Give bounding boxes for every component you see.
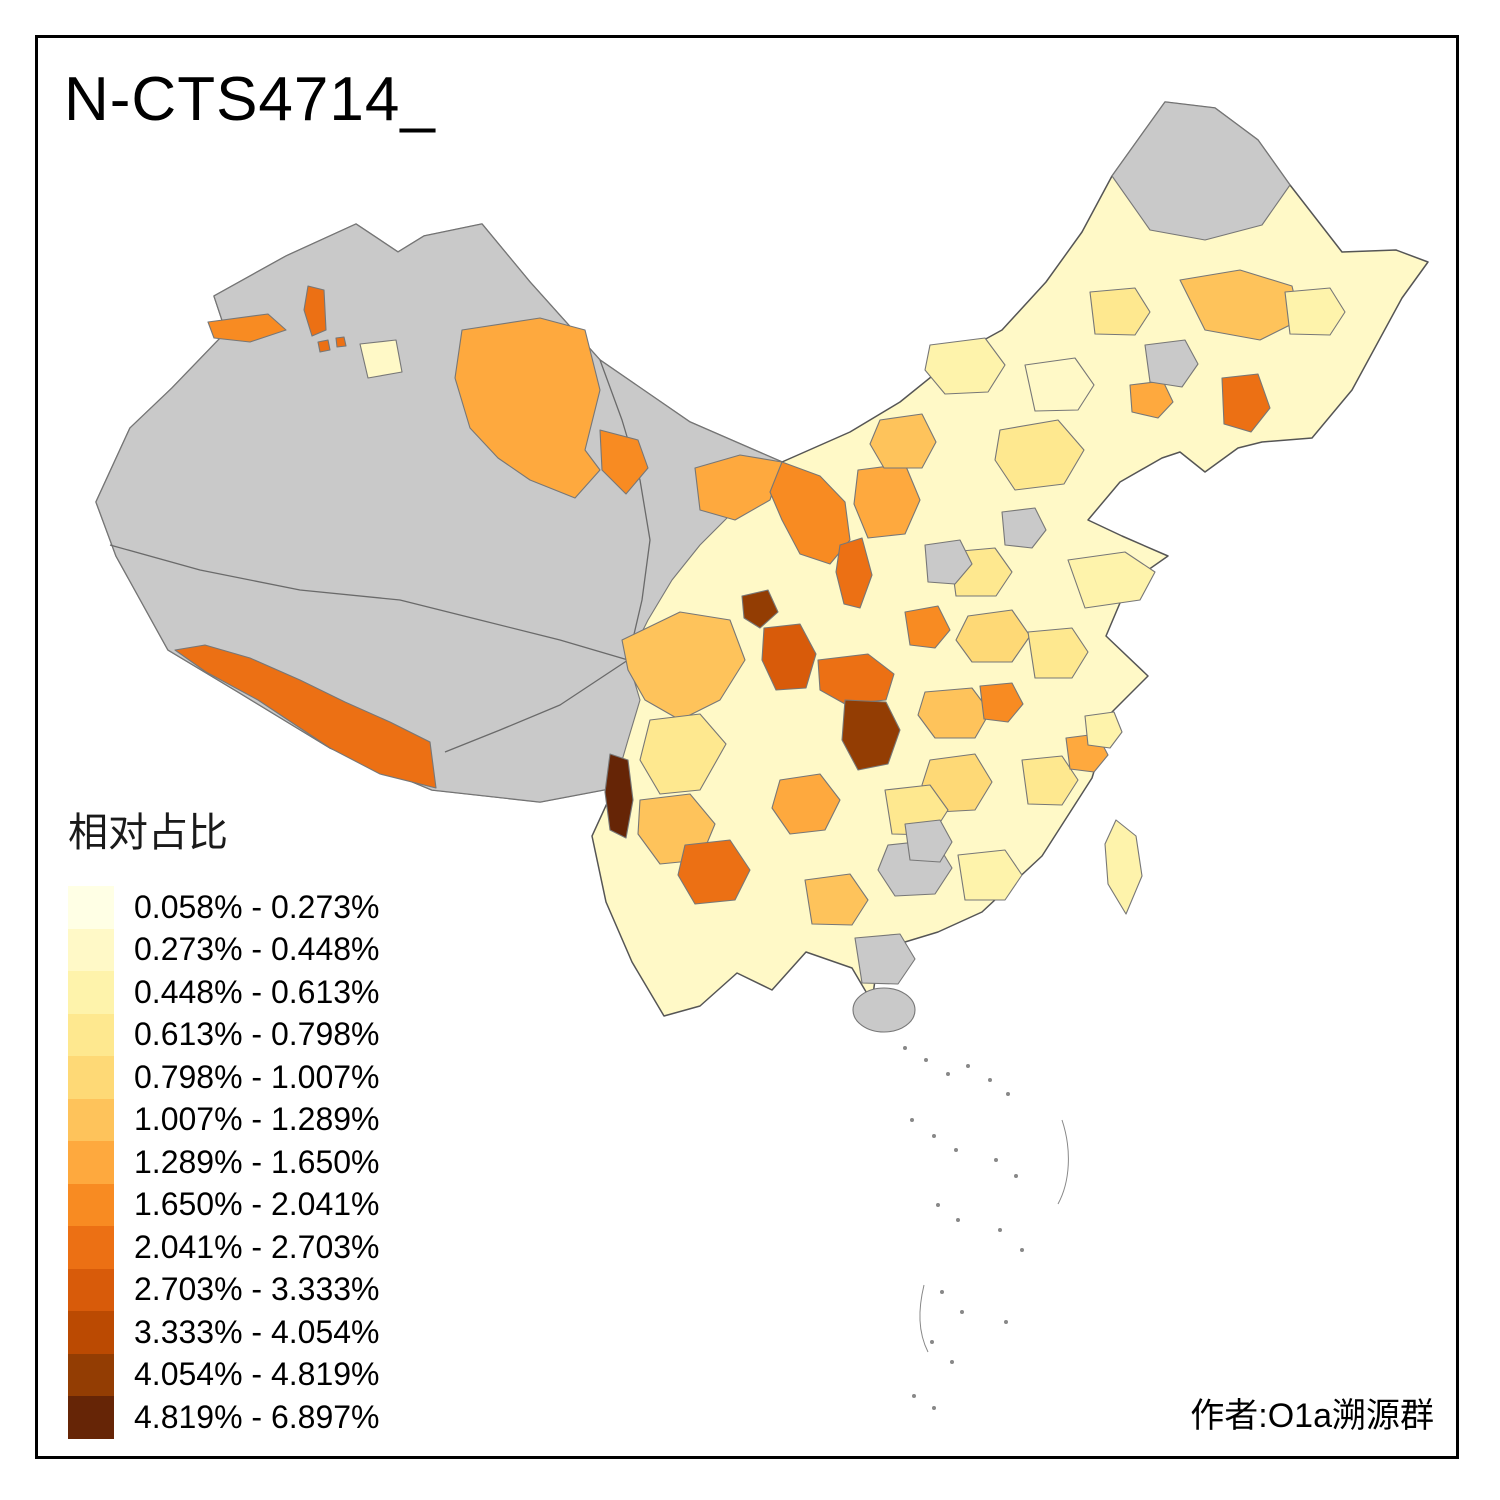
legend-swatch (68, 1311, 114, 1354)
legend-item: 0.058% - 0.273% (68, 886, 380, 929)
legend-swatch (68, 1183, 114, 1226)
legend-swatch (68, 1141, 114, 1184)
legend-label: 4.054% - 4.819% (134, 1356, 380, 1393)
legend: 相对占比 0.058% - 0.273% 0.273% - 0.448% 0.448… (68, 800, 380, 1439)
page-title: N-CTS4714_ (64, 65, 436, 134)
legend-item: 3.333% - 4.054% (68, 1311, 380, 1354)
legend-title: 相对占比 (68, 811, 228, 855)
legend-item: 2.703% - 3.333% (68, 1268, 380, 1311)
legend-item: 1.007% - 1.289% (68, 1098, 380, 1141)
province-borders (109, 359, 651, 753)
attribution: 作者:O1a溯源群 (1190, 1397, 1434, 1435)
legend-label: 0.273% - 0.448% (134, 931, 380, 968)
legend-swatch (68, 1268, 114, 1311)
legend-swatch (68, 1098, 114, 1141)
legend-label: 0.613% - 0.798% (134, 1016, 380, 1053)
legend-item: 4.819% - 6.897% (68, 1396, 380, 1439)
legend-label: 4.819% - 6.897% (134, 1398, 380, 1435)
legend-swatch (68, 1396, 114, 1439)
legend-label: 0.058% - 0.273% (134, 888, 380, 925)
legend-label: 1.007% - 1.289% (134, 1101, 380, 1138)
legend-swatch (68, 886, 114, 929)
legend-item: 0.273% - 0.448% (68, 928, 380, 971)
legend-swatch (68, 1226, 114, 1269)
legend-item: 4.054% - 4.819% (68, 1353, 380, 1396)
hainan-island (852, 987, 916, 1033)
legend-swatch (68, 928, 114, 971)
legend-label: 2.703% - 3.333% (134, 1271, 380, 1308)
south-china-sea-islets (903, 1046, 1069, 1410)
legend-swatch (68, 1353, 114, 1396)
legend-item: 0.798% - 1.007% (68, 1056, 380, 1099)
choropleth-regions (174, 269, 1346, 985)
mainland-group (95, 101, 1429, 1410)
legend-label: 1.650% - 2.041% (134, 1186, 380, 1223)
legend-label: 2.041% - 2.703% (134, 1228, 380, 1265)
region-ne-nodata (1111, 101, 1291, 241)
legend-label: 1.289% - 1.650% (134, 1143, 380, 1180)
plot-border (35, 35, 1459, 1459)
legend-swatch (68, 1056, 114, 1099)
legend-label: 0.448% - 0.613% (134, 973, 380, 1010)
legend-item: 0.613% - 0.798% (68, 1013, 380, 1056)
legend-items: 0.058% - 0.273% 0.273% - 0.448% 0.448% - 0… (68, 886, 380, 1439)
legend-label: 3.333% - 4.054% (134, 1313, 380, 1350)
taiwan-island (1104, 819, 1143, 915)
legend-item: 2.041% - 2.703% (68, 1226, 380, 1269)
legend-swatch (68, 1013, 114, 1056)
legend-label: 0.798% - 1.007% (134, 1058, 380, 1095)
legend-item: 1.650% - 2.041% (68, 1183, 380, 1226)
legend-item: 0.448% - 0.613% (68, 971, 380, 1014)
legend-item: 1.289% - 1.650% (68, 1141, 380, 1184)
legend-swatch (68, 971, 114, 1014)
